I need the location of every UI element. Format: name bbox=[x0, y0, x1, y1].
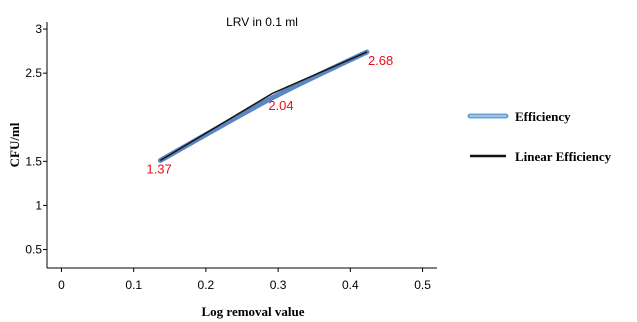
legend-label-efficiency: Efficiency bbox=[515, 109, 571, 124]
data-label: 2.68 bbox=[368, 53, 393, 68]
legend-label-linear-efficiency: Linear Efficiency bbox=[515, 149, 612, 164]
x-axis-ticks: 0 0.1 0.2 0.3 0.4 0.5 bbox=[58, 268, 431, 292]
x-tick-label: 0.4 bbox=[342, 278, 359, 292]
legend: Efficiency Linear Efficiency bbox=[467, 109, 612, 164]
data-label-layer: 1.37 2.04 2.68 bbox=[146, 53, 393, 176]
y-tick-label: 1.5 bbox=[25, 154, 42, 168]
x-tick-label: 0.5 bbox=[414, 278, 431, 292]
y-axis-ticks: 0.5 1 1.5 2.5 3 bbox=[25, 22, 47, 256]
y-axis-title: CFU/ml bbox=[7, 122, 22, 167]
x-axis-title: Log removal value bbox=[201, 304, 304, 319]
legend-item-efficiency: Efficiency bbox=[467, 109, 571, 124]
data-label: 2.04 bbox=[268, 98, 293, 113]
legend-item-linear-efficiency: Linear Efficiency bbox=[470, 149, 612, 164]
series-line-efficiency bbox=[157, 49, 370, 163]
x-tick-label: 0 bbox=[58, 278, 65, 292]
x-tick-label: 0.3 bbox=[270, 278, 287, 292]
series-layer bbox=[157, 49, 370, 163]
y-tick-label: 1 bbox=[35, 198, 42, 212]
y-tick-label: 0.5 bbox=[25, 242, 42, 256]
x-tick-label: 0.1 bbox=[125, 278, 142, 292]
x-tick-label: 0.2 bbox=[198, 278, 215, 292]
chart-title: LRV in 0.1 ml bbox=[226, 15, 298, 29]
y-tick-label: 2.5 bbox=[25, 66, 42, 80]
series-line-linear-efficiency bbox=[159, 51, 368, 162]
y-tick-label: 3 bbox=[35, 22, 42, 36]
data-label: 1.37 bbox=[146, 161, 171, 176]
